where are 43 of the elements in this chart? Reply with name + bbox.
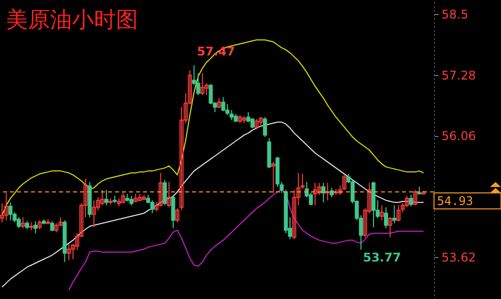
candlestick [396, 204, 401, 222]
candlestick [313, 182, 318, 206]
candlestick [217, 98, 222, 109]
candlestick [121, 192, 126, 204]
candlestick [92, 200, 96, 228]
candlestick [20, 216, 25, 229]
candlestick [104, 189, 108, 206]
candlestick [200, 72, 204, 96]
candlestick [392, 204, 396, 224]
candlestick [330, 187, 334, 198]
ref-line-label: 54.93 [437, 194, 474, 208]
candlestick [33, 220, 38, 234]
candlestick [404, 195, 409, 208]
candlestick [388, 216, 392, 238]
candlestick [171, 194, 176, 229]
candlestick [321, 182, 326, 203]
y-tick-label: 56.06 [442, 129, 476, 144]
candlestick [129, 195, 134, 206]
candlestick [50, 220, 54, 232]
candlestick [308, 192, 313, 206]
candlestick [271, 161, 276, 194]
candlestick [0, 202, 4, 223]
y-tick-label: 53.62 [442, 250, 476, 265]
candlestick [380, 204, 384, 221]
candlestick [16, 216, 21, 229]
chart-title: 美原油小时图 [6, 8, 138, 33]
candlestick [262, 116, 267, 138]
candlestick [167, 181, 172, 208]
candlestick [409, 194, 414, 207]
candlestick [413, 189, 418, 206]
y-tick-label: 57.28 [442, 68, 476, 82]
candlestick [66, 244, 71, 261]
y-tick-label: 58.5 [442, 7, 468, 22]
candlestick [150, 200, 154, 214]
candlestick [221, 96, 226, 112]
candlestick [4, 192, 8, 221]
candlestick [208, 84, 213, 105]
candlestick [8, 202, 12, 221]
candlestick [292, 189, 296, 240]
candlestick [162, 179, 167, 206]
candlestick [342, 173, 346, 190]
annotation: 53.77 [362, 250, 401, 265]
candlestick [384, 206, 388, 229]
